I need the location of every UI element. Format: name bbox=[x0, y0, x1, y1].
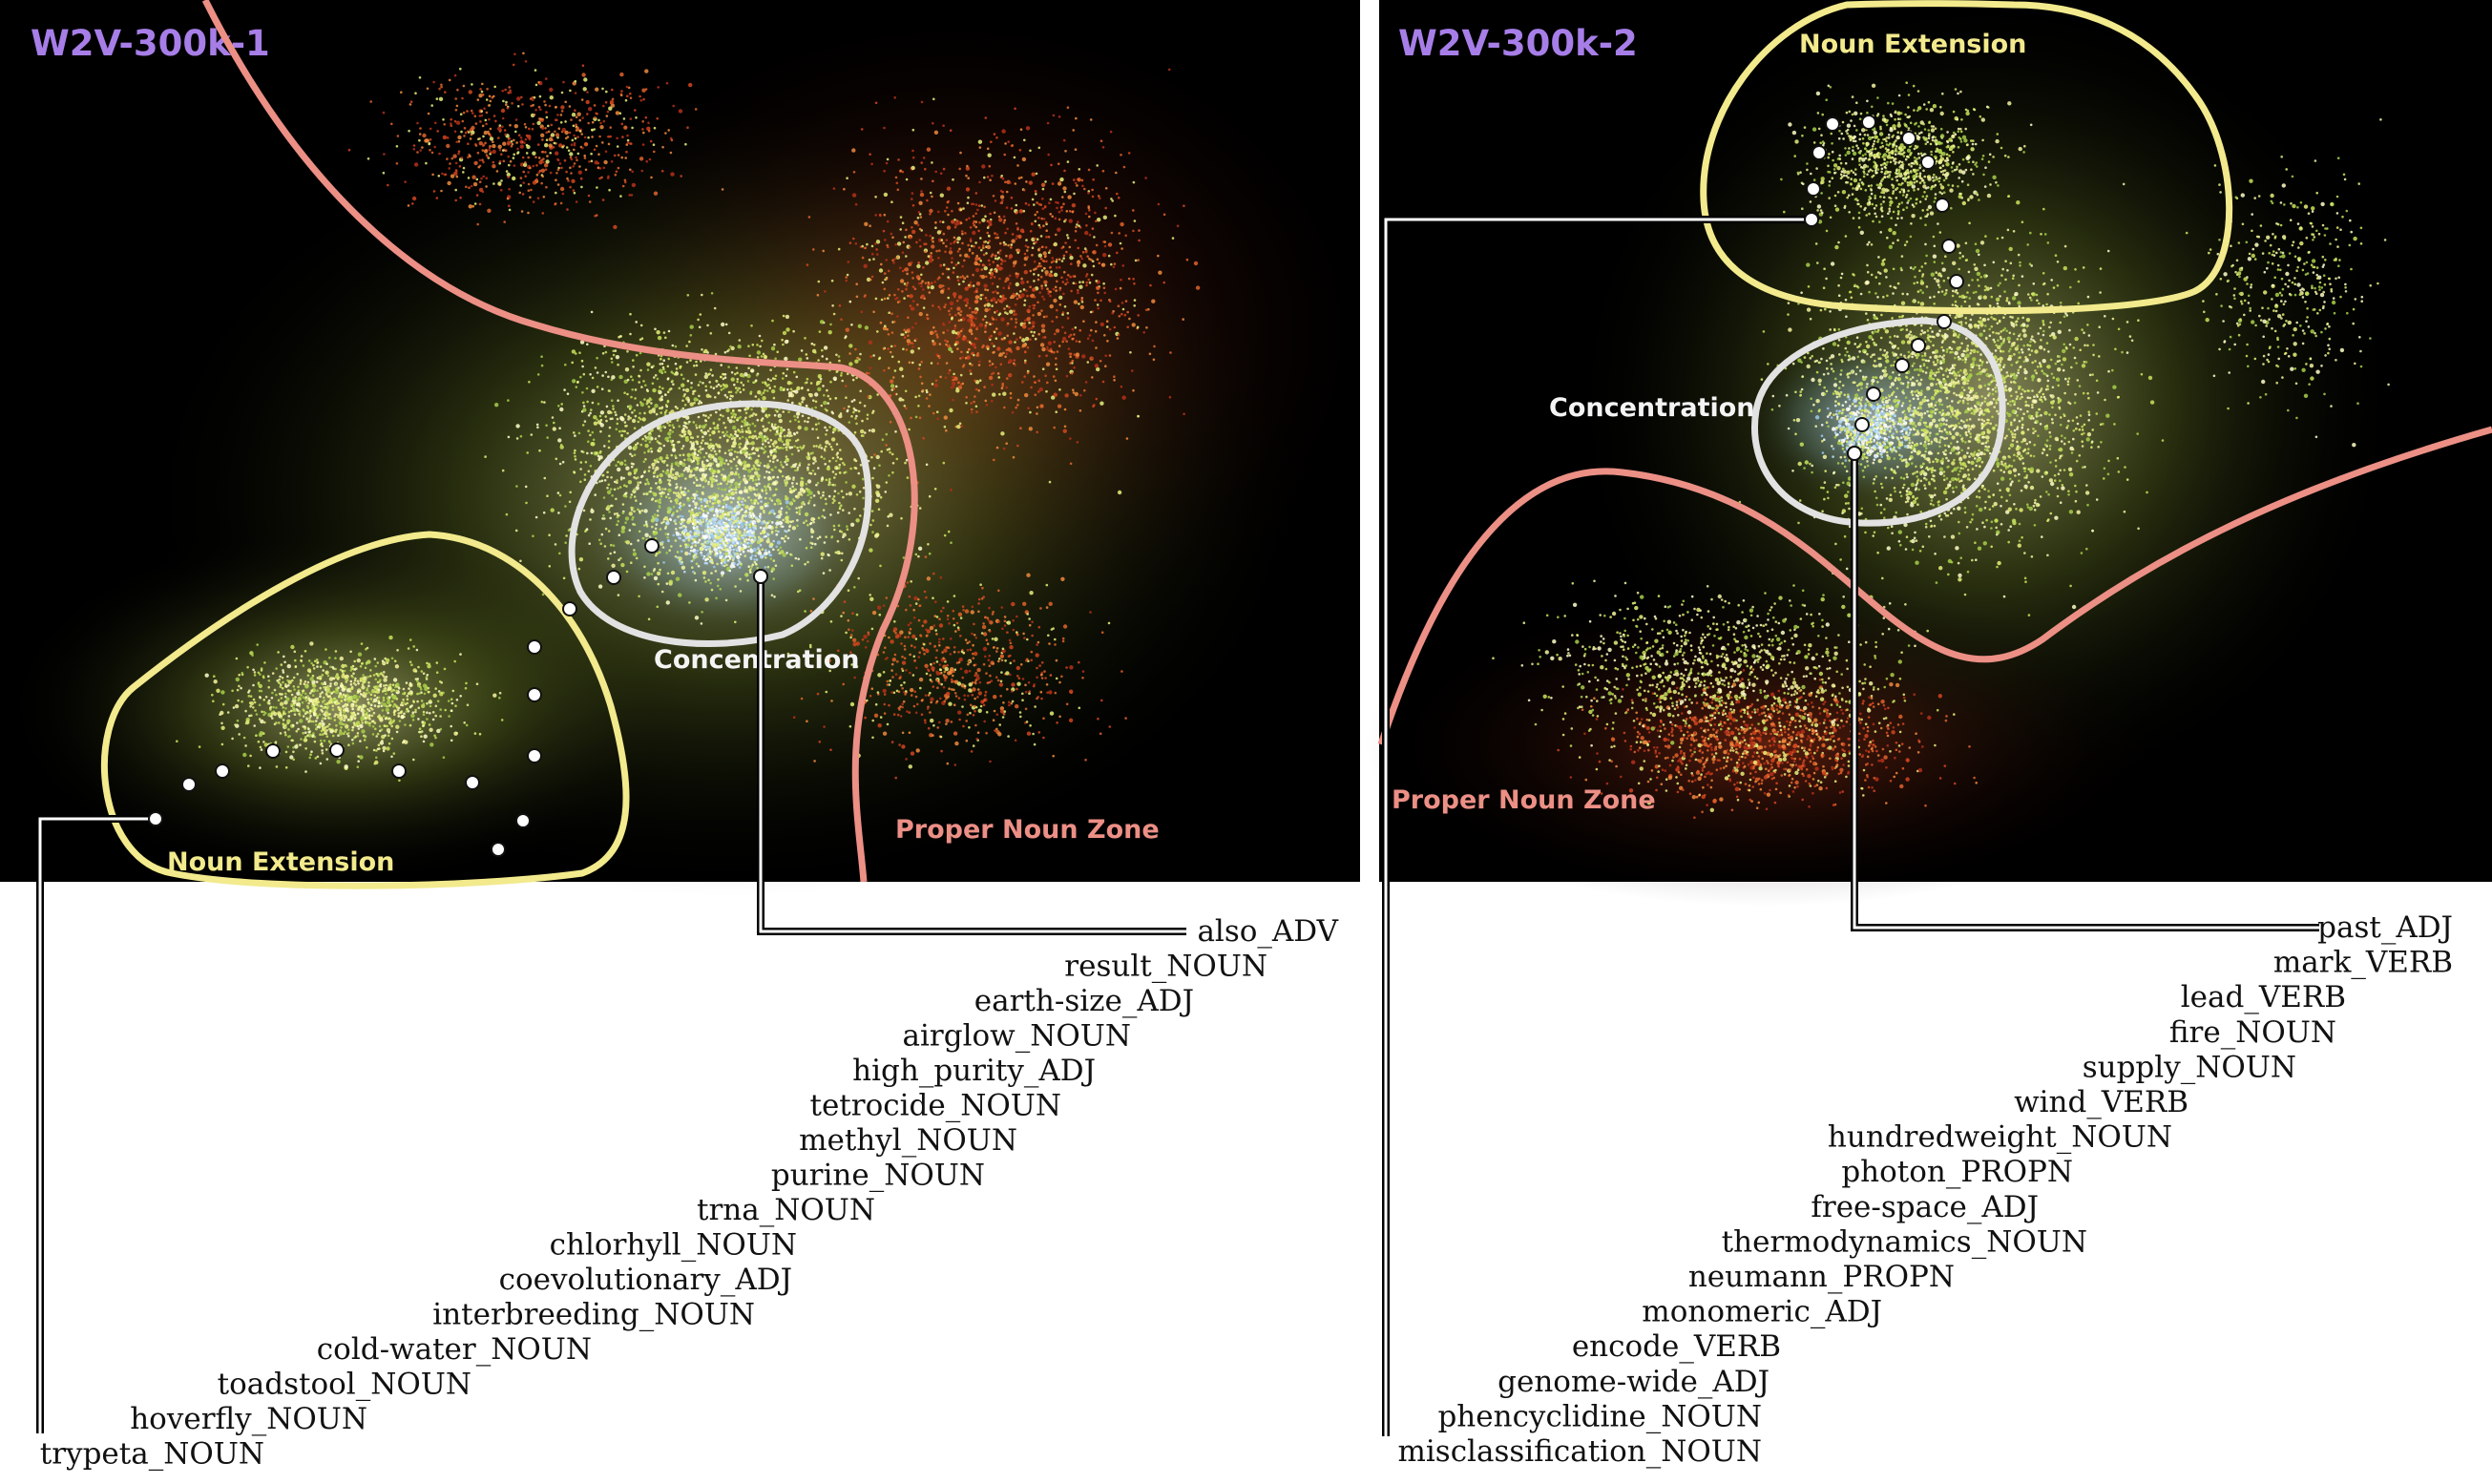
word-label: tetrocide_NOUN bbox=[810, 1089, 1062, 1123]
word-marker bbox=[527, 687, 542, 702]
word-marker bbox=[1949, 274, 1964, 289]
word-label: encode_VERB bbox=[1572, 1329, 1781, 1364]
word-marker bbox=[562, 601, 577, 617]
word-list: past_ADJmark_VERBlead_VERBfire_NOUNsuppl… bbox=[1397, 910, 2453, 1469]
proper-noun-zone-label: Proper Noun Zone bbox=[1392, 785, 1656, 815]
leader-endpoint bbox=[148, 811, 163, 826]
word-label: thermodynamics_NOUN bbox=[1722, 1224, 2087, 1259]
word-label: interbreeding_NOUN bbox=[432, 1298, 755, 1332]
word-label: earth-size_ADJ bbox=[974, 984, 1194, 1018]
panel-left: W2V-300k-1 Noun Extension Concentration … bbox=[0, 0, 1393, 1472]
word-marker bbox=[265, 743, 281, 759]
word-marker bbox=[1937, 314, 1952, 329]
word-label: trna_NOUN bbox=[697, 1193, 875, 1227]
word-marker bbox=[329, 742, 345, 758]
concentration-boundary bbox=[1751, 317, 2006, 527]
noun-extension-label: Noun Extension bbox=[167, 847, 394, 877]
word-marker bbox=[1806, 181, 1821, 197]
word-marker bbox=[181, 777, 197, 792]
word-marker bbox=[1911, 338, 1926, 353]
word-label: phencyclidine_NOUN bbox=[1437, 1399, 1762, 1433]
noun-extension-label: Noun Extension bbox=[1799, 30, 2026, 59]
word-label: methyl_NOUN bbox=[799, 1123, 1017, 1158]
word-label: cold-water_NOUN bbox=[317, 1332, 592, 1367]
word-marker bbox=[527, 748, 542, 763]
word-label: monomeric_ADJ bbox=[1642, 1295, 1882, 1329]
word-label: wind_VERB bbox=[2014, 1085, 2188, 1119]
word-label: hoverfly_NOUN bbox=[130, 1402, 367, 1436]
panel-title: W2V-300k-2 bbox=[1398, 23, 1638, 64]
word-marker bbox=[1920, 155, 1936, 170]
leader-line bbox=[38, 817, 156, 1433]
concentration-label: Concentration bbox=[1549, 393, 1755, 423]
word-label: result_NOUN bbox=[1064, 950, 1267, 984]
noun-extension-boundary bbox=[100, 531, 630, 889]
panel-right: W2V-300k-2 Noun Extension Concentration … bbox=[1365, 0, 2492, 1469]
word-label: genome-wide_ADJ bbox=[1497, 1365, 1770, 1399]
word-marker bbox=[1895, 358, 1910, 373]
word-list: also_ADVresult_NOUNearth-size_ADJairglow… bbox=[40, 914, 1339, 1472]
word-label: also_ADV bbox=[1197, 914, 1338, 949]
noun-extension-boundary bbox=[1700, 0, 2233, 315]
leader-line bbox=[1853, 453, 2319, 930]
scatter-points bbox=[1492, 81, 2390, 819]
word-marker bbox=[1861, 115, 1876, 130]
concentration-boundary bbox=[568, 400, 872, 648]
word-marker bbox=[515, 813, 531, 828]
word-label: supply_NOUN bbox=[2083, 1050, 2296, 1084]
word-marker bbox=[1901, 131, 1916, 146]
word-marker bbox=[644, 538, 660, 554]
leader-line bbox=[1384, 218, 1811, 1436]
word-label: photon_PROPN bbox=[1841, 1155, 2073, 1189]
proper-noun-zone-label: Proper Noun Zone bbox=[895, 815, 1160, 845]
panel-right-scatter bbox=[1365, 0, 2405, 907]
concentration-label: Concentration bbox=[654, 645, 860, 675]
word-label: misclassification_NOUN bbox=[1397, 1434, 1762, 1469]
glow bbox=[1365, 582, 2167, 907]
word-label: mark_VERB bbox=[2273, 946, 2453, 980]
word-label: lead_VERB bbox=[2181, 980, 2346, 1014]
word-marker bbox=[1941, 239, 1957, 254]
word-label: coevolutionary_ADJ bbox=[499, 1263, 792, 1297]
leader-endpoint bbox=[1847, 446, 1862, 461]
word-marker bbox=[1866, 387, 1881, 402]
proper-noun-zone-boundary bbox=[1377, 426, 2492, 746]
word-marker bbox=[527, 639, 542, 655]
word-label: fire_NOUN bbox=[2169, 1015, 2336, 1050]
word-marker bbox=[491, 842, 506, 857]
word-label: toadstool_NOUN bbox=[218, 1368, 471, 1402]
word-marker bbox=[1935, 198, 1950, 213]
word-marker bbox=[215, 763, 230, 779]
word-label: hundredweight_NOUN bbox=[1828, 1120, 2172, 1155]
panel-left-scatter bbox=[0, 0, 1393, 897]
word-label: purine_NOUN bbox=[771, 1159, 985, 1193]
word-marker bbox=[1825, 116, 1840, 132]
word-label: chlorhyll_NOUN bbox=[550, 1228, 797, 1263]
word-marker bbox=[465, 775, 480, 790]
word-marker bbox=[1854, 417, 1870, 432]
word-label: high_purity_ADJ bbox=[852, 1054, 1096, 1088]
word-marker bbox=[606, 570, 621, 585]
leader-endpoint bbox=[753, 569, 768, 584]
leader-endpoint bbox=[1804, 212, 1819, 227]
word-label: airglow_NOUN bbox=[903, 1019, 1131, 1054]
word-marker bbox=[1811, 145, 1827, 160]
scatter-points bbox=[176, 52, 1201, 783]
word-label: past_ADJ bbox=[2317, 910, 2453, 945]
word-label: trypeta_NOUN bbox=[40, 1437, 264, 1472]
word-label: free-space_ADJ bbox=[1811, 1190, 2039, 1224]
proper-noun-zone-boundary bbox=[201, 0, 918, 883]
leader-line bbox=[759, 576, 1186, 933]
leader-line bbox=[36, 815, 156, 1433]
word-marker bbox=[391, 763, 407, 779]
word-label: neumann_PROPN bbox=[1688, 1260, 1955, 1294]
